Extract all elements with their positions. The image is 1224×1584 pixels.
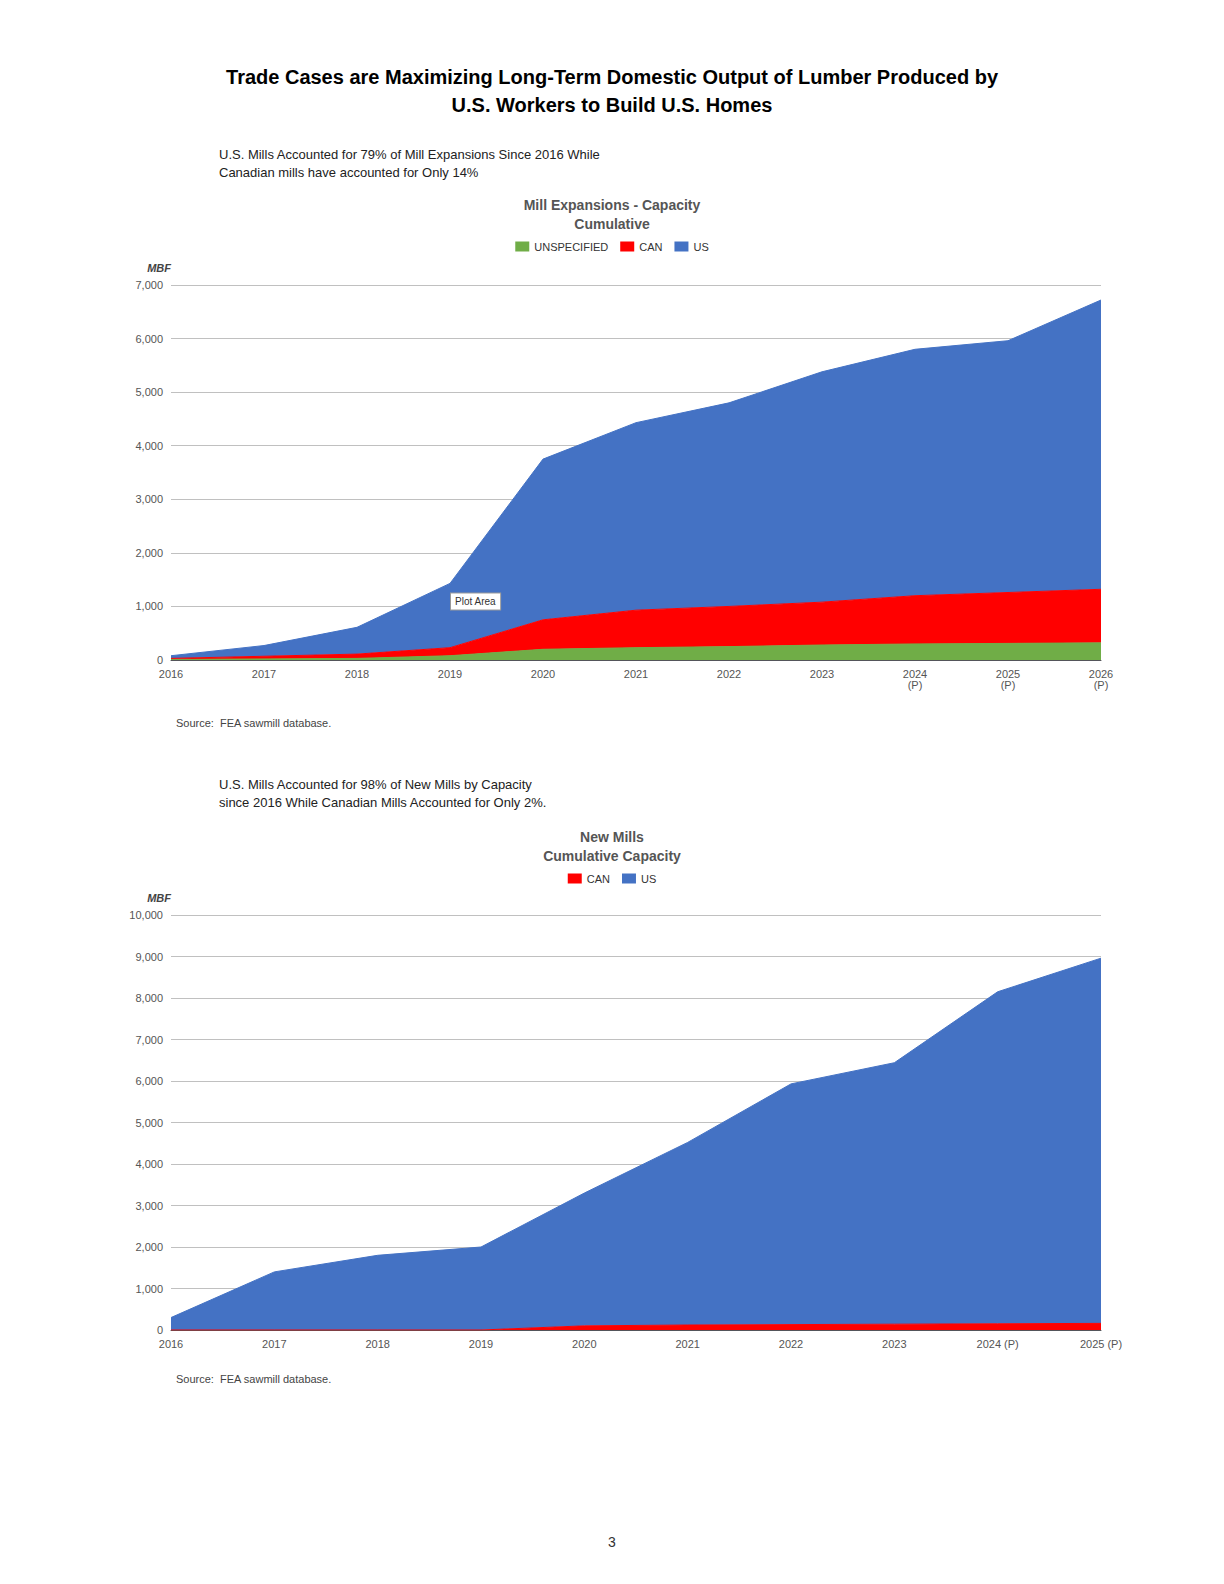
svg-text:US: US — [641, 873, 656, 885]
svg-text:4,000: 4,000 — [135, 440, 163, 452]
svg-text:2018: 2018 — [345, 668, 369, 680]
svg-text:2017: 2017 — [262, 1338, 286, 1350]
svg-text:2021: 2021 — [624, 668, 648, 680]
svg-text:3: 3 — [608, 1534, 616, 1550]
svg-text:2,000: 2,000 — [135, 1241, 163, 1253]
svg-text:2018: 2018 — [365, 1338, 389, 1350]
svg-text:1,000: 1,000 — [135, 1283, 163, 1295]
svg-text:6,000: 6,000 — [135, 1075, 163, 1087]
svg-text:5,000: 5,000 — [135, 386, 163, 398]
svg-text:2019: 2019 — [438, 668, 462, 680]
svg-text:2025 (P): 2025 (P) — [1080, 1338, 1122, 1350]
svg-text:Mill Expansions - Capacity: Mill Expansions - Capacity — [524, 197, 701, 213]
svg-text:9,000: 9,000 — [135, 951, 163, 963]
svg-text:(P): (P) — [1094, 679, 1109, 691]
svg-text:0: 0 — [157, 1324, 163, 1336]
svg-text:2023: 2023 — [882, 1338, 906, 1350]
svg-text:2024: 2024 — [902, 667, 928, 680]
svg-text:8,000: 8,000 — [135, 992, 163, 1004]
svg-text:(P): (P) — [908, 679, 923, 691]
svg-text:CAN: CAN — [587, 873, 610, 885]
svg-text:4,000: 4,000 — [135, 1158, 163, 1170]
svg-text:2020: 2020 — [572, 1338, 596, 1350]
svg-text:2025: 2025 — [995, 667, 1021, 680]
svg-text:MBF: MBF — [147, 262, 171, 274]
svg-text:MBF: MBF — [147, 892, 171, 904]
svg-text:10,000: 10,000 — [129, 909, 163, 921]
svg-text:CAN: CAN — [639, 241, 662, 253]
svg-text:2024 (P): 2024 (P) — [977, 1338, 1019, 1350]
svg-text:3,000: 3,000 — [135, 493, 163, 505]
svg-text:US: US — [693, 241, 708, 253]
svg-text:6,000: 6,000 — [135, 333, 163, 345]
svg-text:2021: 2021 — [675, 1338, 699, 1350]
svg-text:U.S. Mills Accounted for 79% o: U.S. Mills Accounted for 79% of Mill Exp… — [219, 147, 600, 162]
svg-text:2017: 2017 — [252, 668, 276, 680]
svg-text:(P): (P) — [1001, 679, 1016, 691]
svg-text:3,000: 3,000 — [135, 1200, 163, 1212]
svg-text:2023: 2023 — [810, 668, 834, 680]
svg-text:7,000: 7,000 — [135, 1034, 163, 1046]
svg-text:1,000: 1,000 — [135, 600, 163, 612]
svg-text:5,000: 5,000 — [135, 1117, 163, 1129]
svg-text:Cumulative: Cumulative — [574, 216, 650, 232]
svg-text:2026: 2026 — [1088, 667, 1114, 680]
svg-text:since 2016 While Canadian Mill: since 2016 While Canadian Mills Accounte… — [219, 795, 546, 810]
svg-text:U.S. Mills Accounted for 98% o: U.S. Mills Accounted for 98% of New Mill… — [219, 777, 532, 792]
svg-text:2016: 2016 — [159, 1338, 183, 1350]
svg-text:2019: 2019 — [469, 1338, 493, 1350]
svg-text:U.S. Workers to Build U.S. Hom: U.S. Workers to Build U.S. Homes — [452, 94, 773, 116]
svg-text:UNSPECIFIED: UNSPECIFIED — [534, 241, 608, 253]
svg-text:7,000: 7,000 — [135, 279, 163, 291]
svg-text:2020: 2020 — [531, 668, 555, 680]
svg-text:Trade Cases are Maximizing Lon: Trade Cases are Maximizing Long-Term Dom… — [226, 66, 999, 88]
svg-text:0: 0 — [157, 654, 163, 666]
svg-text:Cumulative Capacity: Cumulative Capacity — [543, 848, 681, 864]
svg-text:Canadian mills have accounted: Canadian mills have accounted for Only 1… — [219, 165, 479, 180]
svg-text:Source: FEA sawmill database.: Source: FEA sawmill database. — [176, 717, 331, 729]
svg-text:Plot Area: Plot Area — [455, 596, 496, 607]
svg-text:2022: 2022 — [779, 1338, 803, 1350]
svg-text:2016: 2016 — [159, 668, 183, 680]
svg-text:Source: FEA sawmill database.: Source: FEA sawmill database. — [176, 1373, 331, 1385]
svg-text:2,000: 2,000 — [135, 547, 163, 559]
svg-text:2022: 2022 — [717, 668, 741, 680]
svg-text:New Mills: New Mills — [580, 829, 644, 845]
